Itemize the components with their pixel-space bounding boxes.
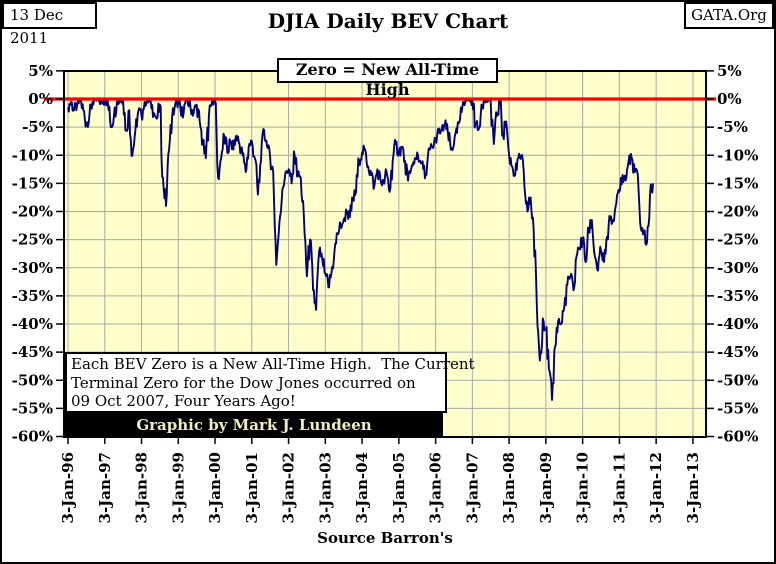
y-axis-label-left: -40% (12, 315, 53, 333)
date-stamp: 13 Dec 2011 (2, 2, 97, 47)
x-axis-label: 3-Jan-08 (500, 452, 518, 523)
y-axis-label-right: 5% (717, 62, 742, 80)
y-axis-label-left: -50% (12, 371, 53, 389)
annotation-box: Each BEV Zero is a New All-Time High. Th… (65, 352, 475, 413)
org-badge: GATA.Org (684, 2, 774, 29)
y-axis-label-right: -60% (717, 428, 758, 446)
y-axis-label-left: -45% (12, 343, 53, 361)
y-axis-label-left: -35% (12, 287, 53, 305)
y-axis-label-left: -10% (12, 146, 53, 164)
credit-bar: Graphic by Mark J. Lundeen (65, 413, 443, 437)
x-axis-label: 3-Jan-02 (280, 452, 298, 523)
y-axis-label-left: -30% (12, 259, 53, 277)
x-axis-label: 3-Jan-98 (133, 452, 151, 523)
x-axis-label: 3-Jan-13 (684, 452, 702, 523)
x-axis-label: 3-Jan-00 (206, 452, 224, 523)
x-axis-label: 3-Jan-01 (243, 452, 261, 523)
y-axis-label-left: -55% (12, 399, 53, 417)
y-axis-label-left: -25% (12, 231, 53, 249)
y-axis-label-right: -25% (717, 231, 758, 249)
y-axis-label-right: -15% (717, 174, 758, 192)
y-axis-label-left: 5% (28, 62, 53, 80)
x-axis-label: 3-Jan-05 (390, 452, 408, 523)
y-axis-label-left: 0% (28, 90, 53, 108)
chart-title: DJIA Daily BEV Chart (267, 9, 509, 33)
y-axis-label-right: -20% (717, 203, 758, 221)
y-axis-label-right: -50% (717, 371, 758, 389)
x-axis-label: 3-Jan-11 (610, 452, 628, 523)
x-axis-label: 3-Jan-12 (647, 452, 665, 523)
y-axis-label-right: -10% (717, 146, 758, 164)
x-axis-label: 3-Jan-10 (574, 452, 592, 523)
y-axis-label-left: -60% (12, 428, 53, 446)
y-axis-label-right: -55% (717, 399, 758, 417)
annotation-line-2: Terminal Zero for the Dow Jones occurred… (71, 373, 416, 392)
annotation-line-3: 09 Oct 2007, Four Years Ago! (71, 392, 296, 410)
annotation-line-1: Each BEV Zero is a New All-Time High. Th… (71, 355, 475, 373)
y-axis-label-left: -15% (12, 174, 53, 192)
y-axis-label-right: -45% (717, 343, 758, 361)
x-axis-label: 3-Jan-09 (537, 452, 555, 523)
x-axis-label: 3-Jan-04 (353, 452, 371, 523)
y-axis-label-right: 0% (717, 90, 742, 108)
x-axis-label: 3-Jan-97 (96, 452, 114, 523)
x-axis-label: 3-Jan-03 (316, 452, 334, 523)
y-axis-label-right: -5% (717, 118, 748, 136)
x-axis-label: 3-Jan-99 (169, 452, 187, 523)
bev-line (67, 98, 655, 401)
x-axis-label: 3-Jan-06 (427, 452, 445, 523)
zero-annotation: Zero = New All-Time High (277, 58, 498, 99)
y-axis-label-left: -20% (12, 203, 53, 221)
x-axis-label: 3-Jan-07 (463, 452, 481, 523)
source-label: Source Barron's (317, 529, 453, 547)
y-axis-label-right: -30% (717, 259, 758, 277)
x-axis-label: 3-Jan-96 (59, 452, 77, 523)
y-axis-label-left: -5% (22, 118, 53, 136)
y-axis-label-right: -35% (717, 287, 758, 305)
y-axis-label-right: -40% (717, 315, 758, 333)
